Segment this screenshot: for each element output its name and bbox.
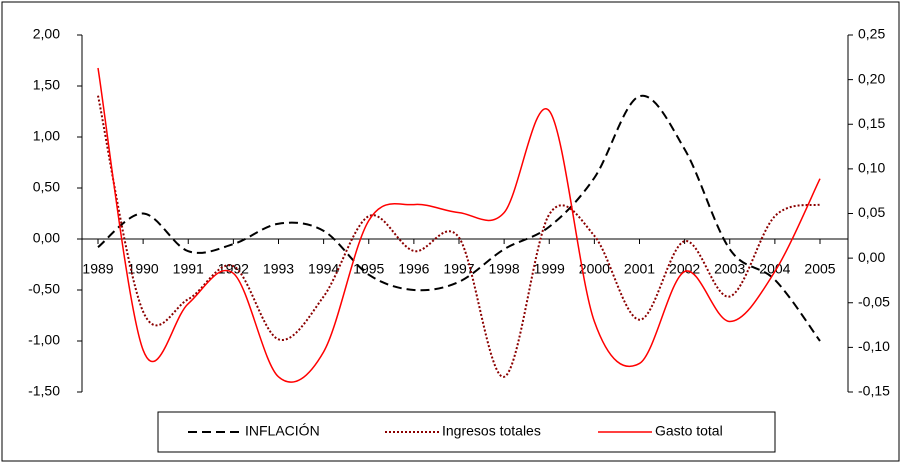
y2-tick-label: 0,25 xyxy=(858,26,885,42)
x-tick-label: 2002 xyxy=(669,261,700,277)
y-tick-label: 1,00 xyxy=(33,128,60,144)
x-tick-label: 2004 xyxy=(759,261,790,277)
y-tick-label: -1,50 xyxy=(28,383,60,399)
x-tick-label: 1999 xyxy=(534,261,565,277)
x-tick-label: 2001 xyxy=(624,261,655,277)
y2-tick-label: -0,15 xyxy=(858,383,890,399)
y-tick-label: 0,00 xyxy=(33,230,60,246)
y2-tick-label: 0,05 xyxy=(858,204,885,220)
x-tick-label: 1990 xyxy=(128,261,159,277)
y-tick-label: 0,50 xyxy=(33,179,60,195)
y-tick-label: 1,50 xyxy=(33,77,60,93)
x-tick-label: 1998 xyxy=(489,261,520,277)
y-tick-label: 2,00 xyxy=(33,26,60,42)
x-tick-label: 1997 xyxy=(443,261,474,277)
legend-label: Ingresos totales xyxy=(442,423,541,439)
y2-tick-label: 0,20 xyxy=(858,70,885,86)
x-tick-label: 1991 xyxy=(173,261,204,277)
series-line xyxy=(97,94,821,342)
y2-tick-label: 0,10 xyxy=(858,160,885,176)
y2-tick-label: 0,00 xyxy=(858,249,885,265)
series-line xyxy=(97,67,821,383)
y2-tick-label: -0,10 xyxy=(858,338,890,354)
x-tick-label: 1995 xyxy=(353,261,384,277)
x-tick-label: 1992 xyxy=(218,261,249,277)
x-tick-label: 2005 xyxy=(804,261,835,277)
x-tick-label: 1994 xyxy=(308,261,339,277)
x-tick-label: 1996 xyxy=(398,261,429,277)
y-tick-label: -0,50 xyxy=(28,281,60,297)
x-tick-label: 2003 xyxy=(714,261,745,277)
y2-tick-label: 0,15 xyxy=(858,115,885,131)
legend-label: INFLACIÓN xyxy=(245,423,320,439)
y2-tick-label: -0,05 xyxy=(858,293,890,309)
y-tick-label: -1,00 xyxy=(28,332,60,348)
x-tick-label: 1993 xyxy=(263,261,294,277)
series-line xyxy=(97,95,821,378)
legend-box xyxy=(157,411,776,453)
x-tick-label: 1989 xyxy=(82,261,113,277)
legend-label: Gasto total xyxy=(655,423,723,439)
x-tick-label: 2000 xyxy=(579,261,610,277)
